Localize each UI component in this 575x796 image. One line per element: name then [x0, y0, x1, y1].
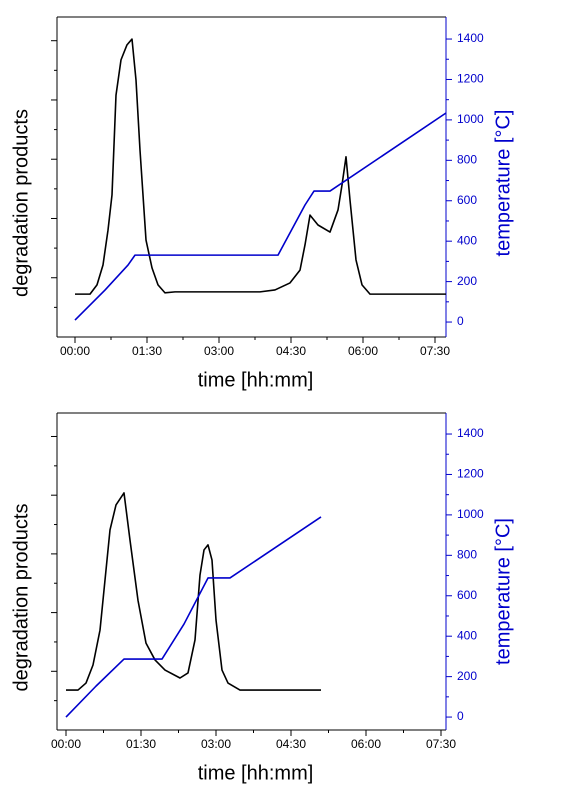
y2-tick-label: 0 [457, 709, 464, 723]
chart-panel: 00:00 01:30 03:00 04:30 06:00 07:300 200 400 600… [10, 412, 514, 784]
y2-tick-label: 800 [457, 152, 477, 166]
x-tick-label: 04:30 [276, 344, 306, 358]
x-tick-label: 00:00 [51, 737, 81, 751]
x-tick-label: 07:30 [420, 344, 450, 358]
x-axis-title: time [hh:mm] [198, 762, 314, 784]
y2-tick-label: 600 [457, 588, 477, 602]
y2-tick-label: 200 [457, 669, 477, 683]
y-axis-title: degradation products [10, 504, 32, 692]
y2-tick-label: 400 [457, 233, 477, 247]
y2-axis-title: temperature [°C] [492, 518, 514, 665]
x-tick-label: 01:30 [126, 737, 156, 751]
x-tick-label: 00:00 [60, 344, 90, 358]
temperature-line [74, 112, 447, 321]
x-tick-label: 03:00 [201, 737, 231, 751]
x-tick-label: 06:00 [348, 344, 378, 358]
y2-tick-label: 200 [457, 274, 477, 288]
y2-tick-label: 600 [457, 193, 477, 207]
y2-tick-label: 1400 [457, 31, 484, 45]
y2-tick-label: 400 [457, 628, 477, 642]
y2-tick-label: 1400 [457, 426, 484, 440]
x-axis-title: time [hh:mm] [198, 369, 314, 391]
y-axis-title: degradation products [10, 109, 32, 297]
chart-panel: 00:00 01:30 03:00 04:30 06:00 07:30 0 200 400 600… [10, 16, 514, 391]
y2-tick-label: 1200 [457, 467, 484, 481]
y2-tick-label: 800 [457, 547, 477, 561]
x-tick-label: 07:30 [426, 737, 456, 751]
y2-tick-label: 1000 [457, 112, 484, 126]
x-tick-label: 04:30 [276, 737, 306, 751]
y2-tick-label: 0 [457, 314, 464, 328]
y2-tick-label: 1000 [457, 507, 484, 521]
x-tick-label: 03:00 [204, 344, 234, 358]
y2-axis-title: temperature [°C] [492, 110, 514, 257]
degradation-line [66, 492, 321, 691]
temperature-line [65, 516, 322, 718]
degradation-line [75, 38, 446, 295]
x-tick-label: 06:00 [351, 737, 381, 751]
y2-tick-label: 1200 [457, 72, 484, 86]
x-tick-label: 01:30 [132, 344, 162, 358]
